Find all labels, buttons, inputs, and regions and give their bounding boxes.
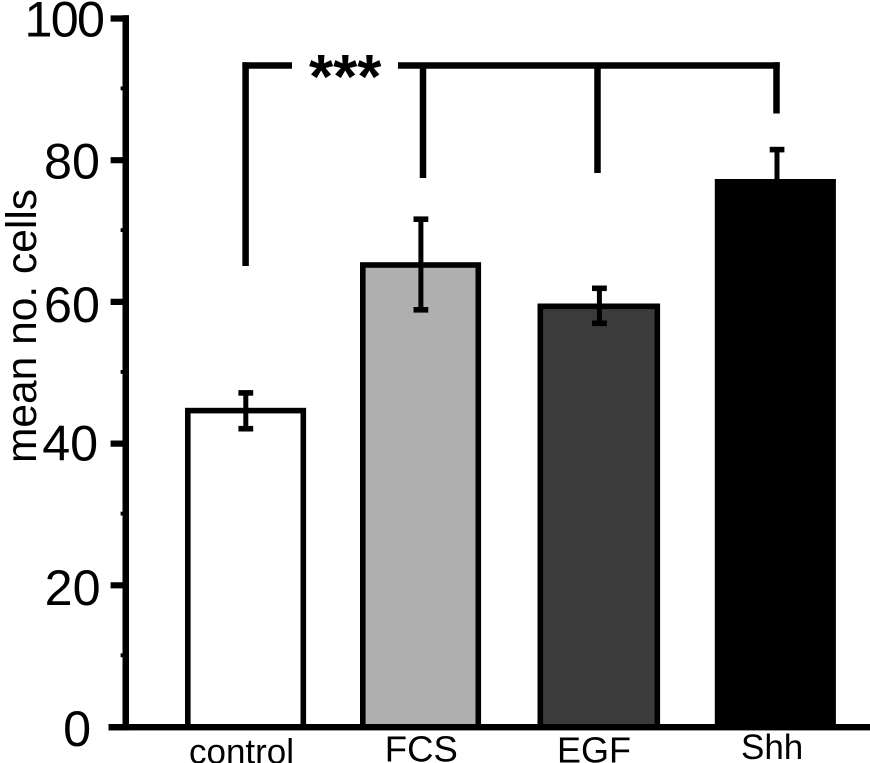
svg-text:Shh: Shh bbox=[741, 728, 803, 763]
svg-text:FCS: FCS bbox=[385, 729, 458, 763]
svg-text:60: 60 bbox=[44, 276, 100, 333]
svg-text:40: 40 bbox=[42, 415, 98, 472]
svg-text:100: 100 bbox=[25, 0, 105, 48]
svg-text:control: control bbox=[189, 732, 294, 763]
svg-text:mean no. cells: mean no. cells bbox=[0, 189, 46, 463]
svg-text:20: 20 bbox=[45, 559, 101, 616]
svg-text:0: 0 bbox=[63, 700, 91, 757]
svg-text:80: 80 bbox=[44, 132, 100, 189]
svg-text:***: *** bbox=[309, 43, 382, 112]
svg-text:EGF: EGF bbox=[557, 729, 631, 763]
